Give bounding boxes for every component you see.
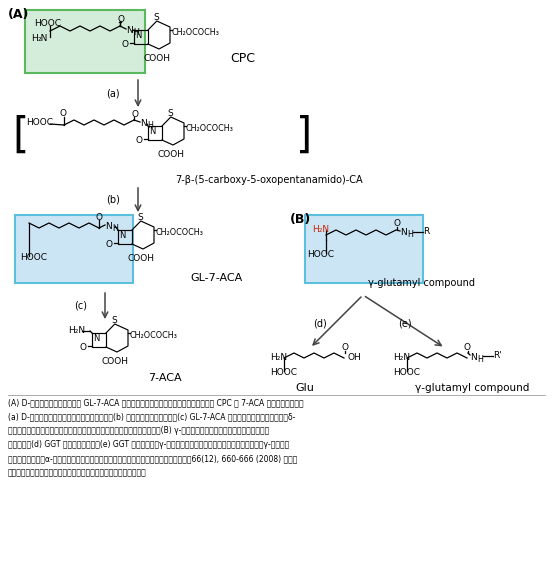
Text: (d): (d) [313,318,327,328]
Text: R: R [423,227,429,236]
Text: S: S [168,109,174,118]
Text: N: N [400,228,407,237]
Text: [: [ [12,115,28,157]
Text: H: H [407,230,413,239]
Text: HOOC: HOOC [20,253,47,262]
Text: る反応．　(d) GGT の加水分解反応．(e) GGT の転移反応．γ-グルタミル基を青色の四角で、グルタリル基とγ-グルタミ: る反応． (d) GGT の加水分解反応．(e) GGT の転移反応．γ-グルタ… [8,440,289,449]
Text: ₂N: ₂N [38,34,48,43]
Text: (B): (B) [290,213,311,226]
Text: アミノアジピル基を緑色の四角、グルタリル基を青色の四角で示した。　(B) γ-グルタミルトランスペプチダーゼの触媒す: アミノアジピル基を緑色の四角、グルタリル基を青色の四角で示した。 (B) γ-グ… [8,426,269,435]
Bar [15,215,133,283]
Text: H: H [112,224,118,233]
Text: O: O [136,136,143,145]
Text: CH₂OCOCH₃: CH₂OCOCH₃ [156,228,204,237]
Bar [25,10,145,73]
Text: 7-ACA: 7-ACA [148,373,181,383]
Text: O: O [393,219,400,228]
Text: N: N [93,334,100,343]
Text: O: O [80,343,87,352]
Text: R': R' [493,351,502,360]
Text: (A): (A) [8,8,29,21]
Text: COOH: COOH [128,254,155,263]
Text: S: S [112,316,118,325]
Text: COOH: COOH [144,54,171,63]
Text: Glu: Glu [295,383,314,393]
Text: HOOC: HOOC [393,368,420,377]
Text: S: S [154,13,160,22]
Text: N: N [149,127,155,136]
Text: (A) D-アミノ酸オキシダーゼと GL-7-ACA アシラーゼを連続的に反応させることにより CPC を 7-ACA に変換する工程．: (A) D-アミノ酸オキシダーゼと GL-7-ACA アシラーゼを連続的に反応さ… [8,398,304,407]
Text: ]: ] [296,115,312,157]
Text: HOOC: HOOC [34,19,61,28]
Text: O: O [117,15,124,24]
Text: H₂N: H₂N [68,326,85,335]
Text: N: N [105,222,112,231]
Text: O: O [106,240,113,249]
Text: COOH: COOH [102,357,129,366]
Text: GL-7-ACA: GL-7-ACA [190,273,242,283]
Text: O: O [60,109,67,118]
Text: N: N [126,26,133,35]
Text: S: S [138,213,144,222]
Text: O: O [131,110,138,119]
Text: HOOC: HOOC [307,250,334,259]
Text: ル基の違いであるα-アミノ基を赤字で示した。（バイオサイエンスとインダストリー，66(12), 660-666 (2008) に掲載: ル基の違いであるα-アミノ基を赤字で示した。（バイオサイエンスとインダストリー，… [8,454,298,463]
Text: OH: OH [347,353,361,362]
Text: CPC: CPC [230,52,255,65]
Text: N: N [140,119,147,128]
Text: CH₂OCOCH₃: CH₂OCOCH₃ [172,28,220,37]
Text: HOOC: HOOC [270,368,297,377]
Text: O: O [341,343,348,352]
Text: H₂N: H₂N [393,353,410,362]
Text: H₂N: H₂N [270,353,287,362]
Text: CH₂OCOCH₃: CH₂OCOCH₃ [186,124,234,133]
Text: H: H [147,121,153,130]
Text: 7-β-(5-carboxy-5-oxopentanamido)-CA: 7-β-(5-carboxy-5-oxopentanamido)-CA [175,175,363,185]
Bar [305,215,423,283]
Text: H: H [477,355,483,364]
Text: O: O [95,213,102,222]
Text: (a): (a) [106,88,120,98]
Text: γ-glutamyl compound: γ-glutamyl compound [368,278,475,288]
Text: された論文中の図をバイオインダストリー協会の許可を得て使用）: された論文中の図をバイオインダストリー協会の許可を得て使用） [8,468,147,477]
Text: O: O [122,40,129,49]
Text: O: O [464,343,471,352]
Text: (c): (c) [74,301,87,311]
Text: γ-glutamyl compound: γ-glutamyl compound [415,383,529,393]
Text: CH₂OCOCH₃: CH₂OCOCH₃ [130,331,178,340]
Text: HOOC: HOOC [26,118,53,127]
Text: N: N [119,231,126,240]
Text: N: N [135,31,142,40]
Text: H₂N: H₂N [312,225,329,234]
Text: H: H [133,28,139,37]
Text: H: H [31,34,38,43]
Text: N: N [470,353,477,362]
Text: (e): (e) [398,318,411,328]
Text: (a) D-アミノ酸オキシダーゼが触媒する反応．(b) 自動的に進行する反応．(c) GL-7-ACA アシラーゼが触媒する反応．δ-: (a) D-アミノ酸オキシダーゼが触媒する反応．(b) 自動的に進行する反応．(… [8,412,295,421]
Text: (b): (b) [106,195,120,205]
Text: COOH: COOH [158,150,185,159]
